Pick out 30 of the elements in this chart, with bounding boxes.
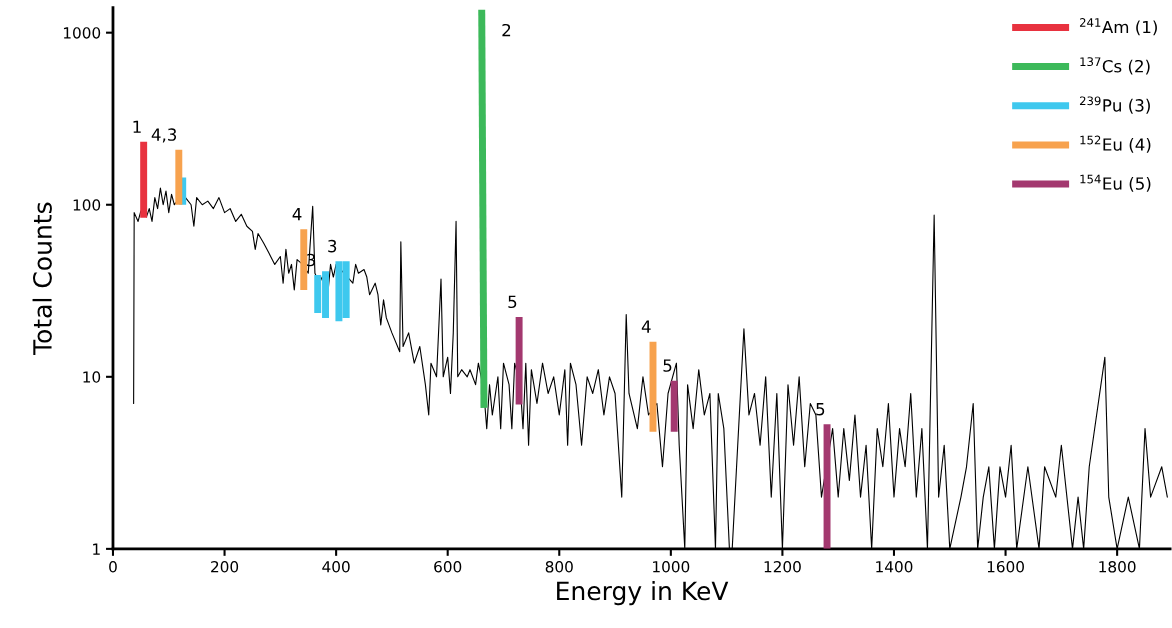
legend-label: $^{137}$Cs (2) [1080,57,1150,75]
legend-label: $^{152}$Eu (4) [1080,135,1151,153]
annotation: 5 [508,295,517,309]
legend-label: $^{241}$Am (1) [1079,18,1157,36]
x-tick-label: 1200 [764,560,801,573]
annotation: 5 [816,403,825,416]
y-tick-label: 1 [93,543,100,555]
x-tick-label: 600 [434,560,462,573]
y-tick-label: 1000 [63,27,101,39]
y-tick-label: 10 [83,371,101,383]
x-tick-label: 1800 [1099,560,1136,573]
annotation: 4 [292,208,302,221]
x-tick-label: 1600 [987,560,1024,573]
legend-label: $^{239}$Pu (3) [1079,96,1150,114]
y-tick-label: 100 [73,199,101,211]
x-tick-label: 800 [545,560,573,573]
annotation: 2 [502,23,511,37]
x-tick-label: 1000 [653,560,690,573]
x-tick-label: 400 [322,560,350,573]
y-axis-title: Total Counts [32,202,52,356]
annotation: 4 [641,320,651,333]
x-axis-title: Energy in KeV [557,581,729,606]
x-tick-label: 0 [109,560,117,573]
annotation: 4,3 [151,128,177,143]
annotation: 5 [663,359,672,372]
x-tick-label: 1400 [876,560,913,573]
annotation: 1 [133,120,141,133]
x-tick-label: 200 [211,560,239,573]
annotation: 3 [328,239,337,253]
legend-label: $^{154}$Eu (5) [1080,174,1151,192]
